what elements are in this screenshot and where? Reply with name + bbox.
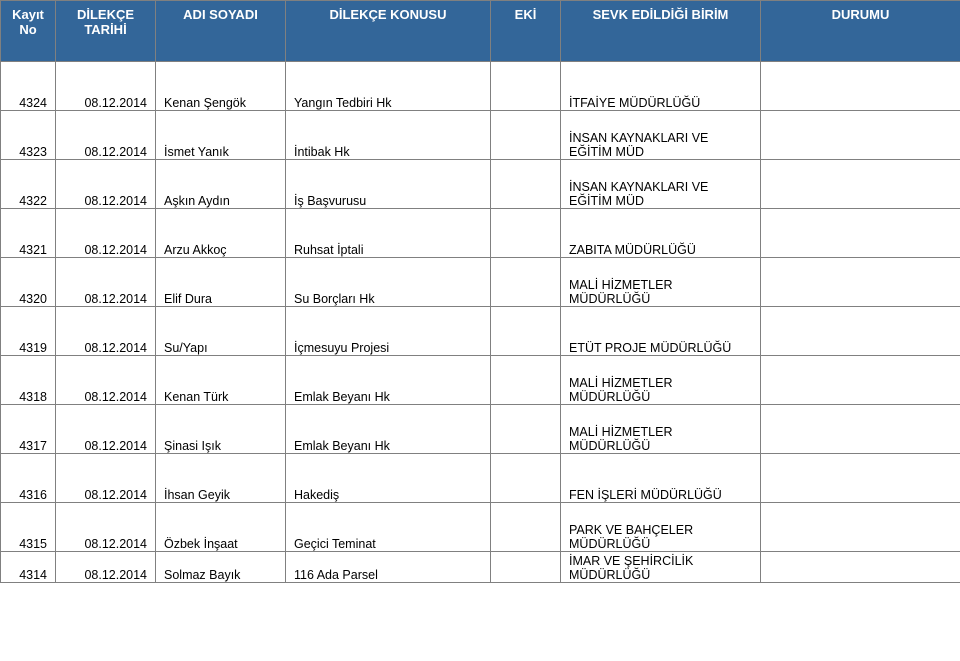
- cell-adi-soyadi: Su/Yapı: [156, 307, 286, 356]
- cell-konu: İş Başvurusu: [286, 160, 491, 209]
- cell-birim: İTFAİYE MÜDÜRLÜĞÜ: [561, 62, 761, 111]
- cell-birim: İNSAN KAYNAKLARI VE EĞİTİM MÜD: [561, 111, 761, 160]
- cell-eki: [491, 307, 561, 356]
- cell-adi-soyadi: Solmaz Bayık: [156, 552, 286, 583]
- cell-eki: [491, 356, 561, 405]
- cell-birim: İMAR VE ŞEHİRCİLİK MÜDÜRLÜĞÜ: [561, 552, 761, 583]
- cell-adi-soyadi: Aşkın Aydın: [156, 160, 286, 209]
- col-eki: EKİ: [491, 1, 561, 62]
- cell-tarih: 08.12.2014: [56, 62, 156, 111]
- cell-adi-soyadi: Arzu Akkoç: [156, 209, 286, 258]
- cell-konu: Emlak Beyanı Hk: [286, 405, 491, 454]
- cell-kayit-no: 4322: [1, 160, 56, 209]
- cell-tarih: 08.12.2014: [56, 454, 156, 503]
- table-row: 432408.12.2014Kenan ŞengökYangın Tedbiri…: [1, 62, 960, 111]
- cell-kayit-no: 4324: [1, 62, 56, 111]
- cell-adi-soyadi: Şinasi Işık: [156, 405, 286, 454]
- cell-konu: Geçici Teminat: [286, 503, 491, 552]
- table-row: 431908.12.2014Su/Yapıİçmesuyu Projesi ETÜ…: [1, 307, 960, 356]
- col-adi-soyadi: ADI SOYADI: [156, 1, 286, 62]
- col-sevk-birim: SEVK EDİLDİĞİ BİRİM: [561, 1, 761, 62]
- cell-kayit-no: 4315: [1, 503, 56, 552]
- cell-kayit-no: 4321: [1, 209, 56, 258]
- cell-kayit-no: 4318: [1, 356, 56, 405]
- cell-birim: FEN İŞLERİ MÜDÜRLÜĞÜ: [561, 454, 761, 503]
- cell-birim: MALİ HİZMETLER MÜDÜRLÜĞÜ: [561, 258, 761, 307]
- cell-birim: MALİ HİZMETLER MÜDÜRLÜĞÜ: [561, 405, 761, 454]
- cell-eki: [491, 160, 561, 209]
- cell-durumu: [761, 552, 960, 583]
- cell-durumu: [761, 111, 960, 160]
- cell-tarih: 08.12.2014: [56, 405, 156, 454]
- cell-durumu: [761, 62, 960, 111]
- cell-eki: [491, 111, 561, 160]
- cell-adi-soyadi: Kenan Türk: [156, 356, 286, 405]
- cell-tarih: 08.12.2014: [56, 258, 156, 307]
- table-row: 431408.12.2014Solmaz Bayık116 Ada Parsel…: [1, 552, 960, 583]
- cell-konu: Su Borçları Hk: [286, 258, 491, 307]
- cell-kayit-no: 4323: [1, 111, 56, 160]
- cell-tarih: 08.12.2014: [56, 552, 156, 583]
- table-header: Kayıt No DİLEKÇE TARİHİ ADI SOYADI DİLEK…: [1, 1, 960, 62]
- cell-durumu: [761, 258, 960, 307]
- cell-birim: PARK VE BAHÇELER MÜDÜRLÜĞÜ: [561, 503, 761, 552]
- table-row: 431608.12.2014İhsan GeyikHakediş FEN İŞLE…: [1, 454, 960, 503]
- cell-durumu: [761, 405, 960, 454]
- cell-kayit-no: 4320: [1, 258, 56, 307]
- cell-birim: ZABITA MÜDÜRLÜĞÜ: [561, 209, 761, 258]
- cell-kayit-no: 4317: [1, 405, 56, 454]
- cell-eki: [491, 62, 561, 111]
- table-row: 432208.12.2014Aşkın Aydınİş Başvurusu İNS…: [1, 160, 960, 209]
- cell-kayit-no: 4316: [1, 454, 56, 503]
- cell-eki: [491, 552, 561, 583]
- cell-kayit-no: 4319: [1, 307, 56, 356]
- cell-konu: 116 Ada Parsel: [286, 552, 491, 583]
- cell-durumu: [761, 307, 960, 356]
- table-row: 431708.12.2014Şinasi IşıkEmlak Beyanı Hk…: [1, 405, 960, 454]
- cell-tarih: 08.12.2014: [56, 111, 156, 160]
- cell-adi-soyadi: Özbek İnşaat: [156, 503, 286, 552]
- table-body: 432408.12.2014Kenan ŞengökYangın Tedbiri…: [1, 62, 960, 583]
- cell-eki: [491, 209, 561, 258]
- col-kayit-no: Kayıt No: [1, 1, 56, 62]
- table-row: 432008.12.2014Elif DuraSu Borçları Hk MAL…: [1, 258, 960, 307]
- cell-adi-soyadi: İsmet Yanık: [156, 111, 286, 160]
- cell-konu: Yangın Tedbiri Hk: [286, 62, 491, 111]
- cell-durumu: [761, 356, 960, 405]
- cell-durumu: [761, 454, 960, 503]
- cell-eki: [491, 503, 561, 552]
- cell-konu: Emlak Beyanı Hk: [286, 356, 491, 405]
- cell-konu: Hakediş: [286, 454, 491, 503]
- cell-eki: [491, 405, 561, 454]
- cell-konu: İntibak Hk: [286, 111, 491, 160]
- cell-konu: Ruhsat İptali: [286, 209, 491, 258]
- col-durumu: DURUMU: [761, 1, 960, 62]
- cell-birim: ETÜT PROJE MÜDÜRLÜĞÜ: [561, 307, 761, 356]
- table-row: 431508.12.2014Özbek İnşaatGeçici Teminat…: [1, 503, 960, 552]
- petition-table: Kayıt No DİLEKÇE TARİHİ ADI SOYADI DİLEK…: [0, 0, 960, 583]
- cell-tarih: 08.12.2014: [56, 307, 156, 356]
- cell-tarih: 08.12.2014: [56, 356, 156, 405]
- cell-durumu: [761, 503, 960, 552]
- cell-konu: İçmesuyu Projesi: [286, 307, 491, 356]
- cell-tarih: 08.12.2014: [56, 209, 156, 258]
- cell-durumu: [761, 160, 960, 209]
- cell-eki: [491, 454, 561, 503]
- table-row: 432108.12.2014Arzu AkkoçRuhsat İptali ZAB…: [1, 209, 960, 258]
- cell-kayit-no: 4314: [1, 552, 56, 583]
- table-row: 431808.12.2014Kenan TürkEmlak Beyanı Hk M…: [1, 356, 960, 405]
- col-dilekce-tarihi: DİLEKÇE TARİHİ: [56, 1, 156, 62]
- cell-birim: MALİ HİZMETLER MÜDÜRLÜĞÜ: [561, 356, 761, 405]
- cell-tarih: 08.12.2014: [56, 160, 156, 209]
- col-dilekce-konusu: DİLEKÇE KONUSU: [286, 1, 491, 62]
- cell-durumu: [761, 209, 960, 258]
- cell-tarih: 08.12.2014: [56, 503, 156, 552]
- cell-adi-soyadi: İhsan Geyik: [156, 454, 286, 503]
- cell-adi-soyadi: Kenan Şengök: [156, 62, 286, 111]
- table-row: 432308.12.2014İsmet Yanıkİntibak Hk İNSAN…: [1, 111, 960, 160]
- cell-eki: [491, 258, 561, 307]
- cell-birim: İNSAN KAYNAKLARI VE EĞİTİM MÜD: [561, 160, 761, 209]
- cell-adi-soyadi: Elif Dura: [156, 258, 286, 307]
